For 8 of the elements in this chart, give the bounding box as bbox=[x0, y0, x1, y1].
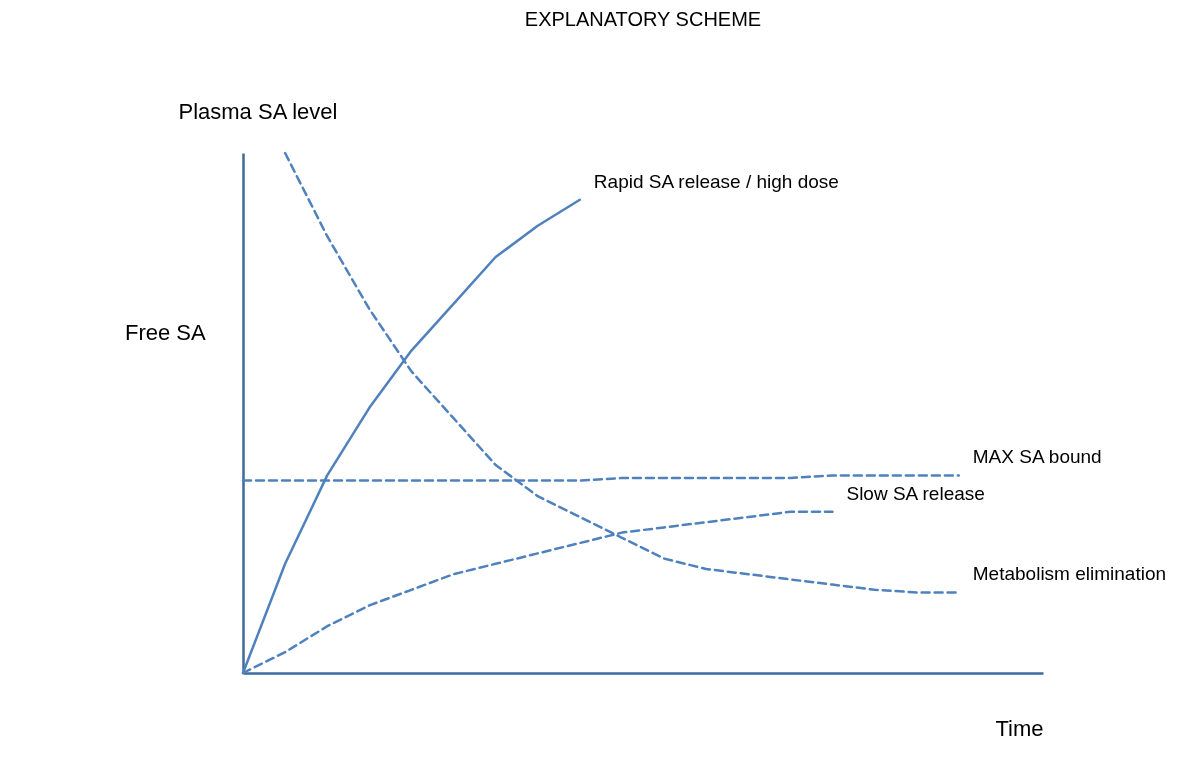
y-axis-title: Plasma SA level bbox=[178, 98, 338, 124]
x-axis-title: Time bbox=[995, 715, 1044, 741]
series-label: Slow SA release bbox=[846, 482, 985, 504]
text: Free SA bbox=[125, 320, 207, 345]
series-label: Metabolism elimination bbox=[972, 563, 1167, 585]
series-label: Rapid SA release / high dose bbox=[593, 170, 839, 192]
series-label: MAX SA bound bbox=[972, 446, 1102, 468]
chart-title: EXPLANATORY SCHEME bbox=[524, 8, 762, 30]
